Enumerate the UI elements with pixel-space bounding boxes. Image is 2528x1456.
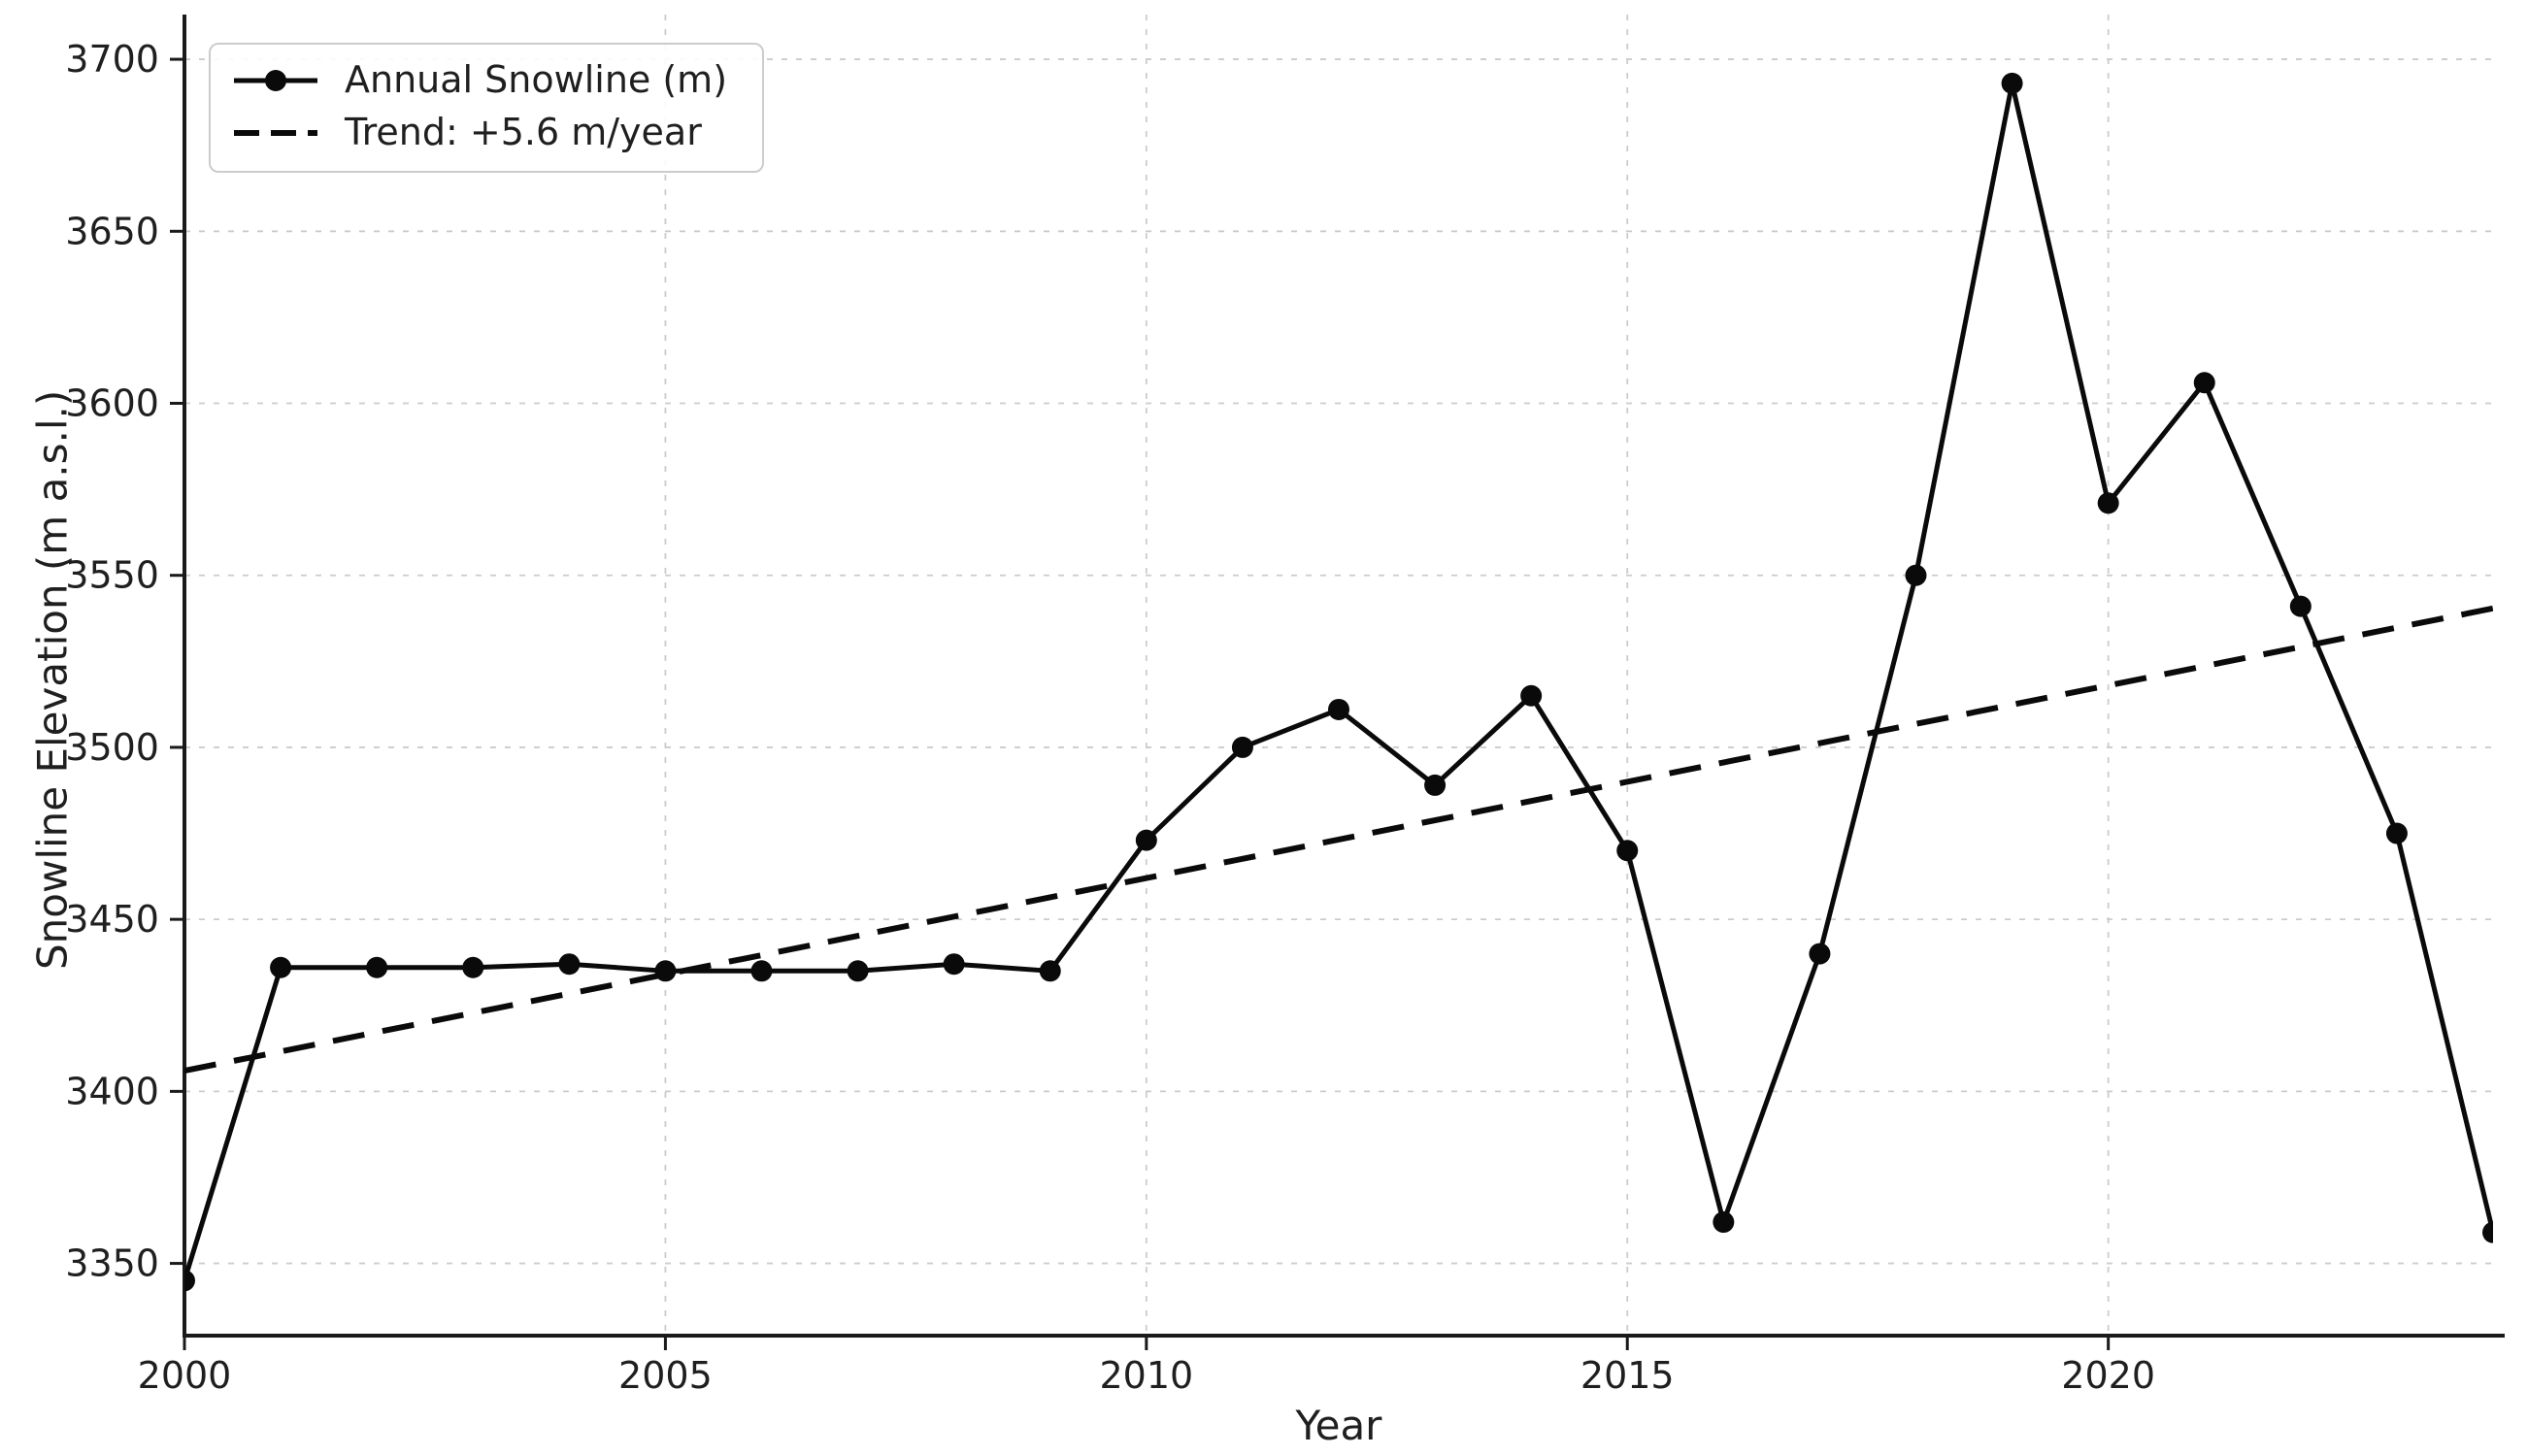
legend-sample-dashed-line-icon xyxy=(234,129,317,136)
gridlines xyxy=(183,15,2493,1336)
legend-label-trend: Trend: +5.6 m/year xyxy=(345,110,702,153)
trend-line xyxy=(184,605,2493,1075)
data-point-2011 xyxy=(1231,736,1253,758)
legend-label-annual-snowline: Annual Snowline (m) xyxy=(345,58,728,101)
x-tick-label-2010: 2010 xyxy=(1099,1354,1193,1397)
data-point-2018 xyxy=(1905,564,1927,586)
data-point-2013 xyxy=(1424,774,1447,796)
data-point-2009 xyxy=(1039,960,1061,982)
y-tick-label-3400: 3400 xyxy=(65,1070,159,1112)
data-point-2003 xyxy=(462,956,484,978)
y-axis-title: Snowline Elevation (m a.s.l.) xyxy=(28,389,77,970)
data-point-2010 xyxy=(1135,829,1157,851)
data-point-2019 xyxy=(2001,72,2023,94)
legend-entry-trend: Trend: +5.6 m/year xyxy=(232,110,737,153)
data-point-2002 xyxy=(366,956,388,978)
data-point-2017 xyxy=(1809,943,1831,965)
data-point-2020 xyxy=(2097,492,2119,514)
data-point-2008 xyxy=(943,953,965,976)
data-point-2014 xyxy=(1520,684,1543,707)
data-point-2004 xyxy=(558,953,581,976)
data-point-2005 xyxy=(654,960,677,982)
y-tick-label-3450: 3450 xyxy=(65,898,159,941)
x-axis-title: Year xyxy=(1295,1402,1382,1449)
legend: Annual Snowline (m) Trend: +5.6 m/year xyxy=(209,43,764,173)
data-point-2012 xyxy=(1328,698,1349,720)
y-tick-label-3700: 3700 xyxy=(65,38,159,81)
axis-ticks-and-labels: 3350 3400 3450 3500 3550 3600 3650 3700 2000 2005… xyxy=(65,38,2155,1397)
y-tick-label-3650: 3650 xyxy=(65,210,159,252)
annual-snowline-line xyxy=(184,81,2493,1282)
data-point-2000 xyxy=(184,1270,195,1292)
data-point-2007 xyxy=(847,960,869,982)
data-point-2023 xyxy=(2385,822,2408,844)
data-point-2001 xyxy=(270,956,292,978)
x-tick-label-2000: 2000 xyxy=(138,1354,232,1397)
data-point-2022 xyxy=(2289,595,2312,617)
data-point-2016 xyxy=(1713,1211,1735,1234)
legend-sample-solid-line-with-marker-icon xyxy=(234,69,317,91)
annual-snowline-markers xyxy=(184,72,2493,1292)
y-tick-label-3550: 3550 xyxy=(65,554,159,597)
x-tick-label-2005: 2005 xyxy=(618,1354,713,1397)
data-point-2015 xyxy=(1616,840,1639,862)
y-tick-label-3350: 3350 xyxy=(65,1242,159,1285)
data-point-2024 xyxy=(2482,1221,2493,1243)
data-point-2006 xyxy=(750,960,773,982)
data-point-2021 xyxy=(2193,372,2215,394)
x-tick-label-2015: 2015 xyxy=(1580,1354,1675,1397)
axis-spines xyxy=(183,15,2505,1338)
y-tick-label-3500: 3500 xyxy=(65,726,159,769)
x-tick-label-2020: 2020 xyxy=(2061,1354,2155,1397)
y-tick-label-3600: 3600 xyxy=(65,382,159,425)
legend-entry-annual-snowline: Annual Snowline (m) xyxy=(232,58,737,101)
